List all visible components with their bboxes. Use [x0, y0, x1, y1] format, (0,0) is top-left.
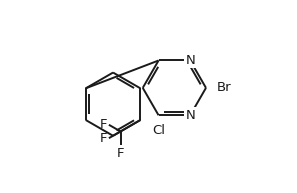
- Text: N: N: [185, 109, 195, 122]
- Text: Cl: Cl: [152, 124, 165, 137]
- Text: F: F: [117, 147, 124, 160]
- Text: Br: Br: [217, 81, 231, 94]
- Text: N: N: [185, 54, 195, 67]
- Text: F: F: [99, 118, 107, 131]
- Text: F: F: [99, 132, 107, 145]
